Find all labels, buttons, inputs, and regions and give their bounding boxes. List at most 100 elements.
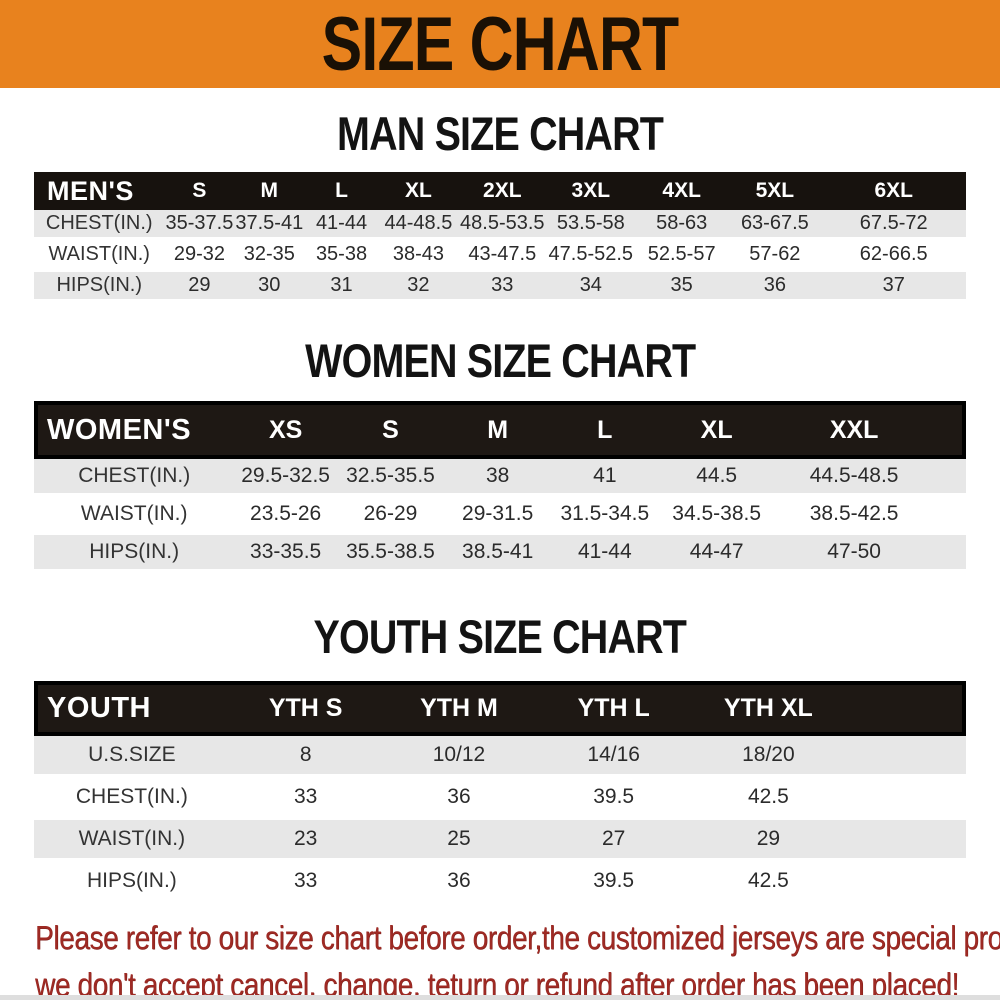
- size-value: 10/12: [381, 736, 537, 778]
- column-header: XXL: [774, 401, 934, 459]
- note-line-2-text: we don't accept cancel, change, teturn o…: [35, 966, 959, 1000]
- column-header: XL: [658, 401, 775, 459]
- table-row: CHEST(IN.) 35-37.5 37.5-41 41-44 44-48.5 48.5…: [34, 210, 966, 241]
- size-value: 58-63: [635, 210, 729, 241]
- size-value: 44-47: [658, 533, 775, 573]
- column-header: YTH XL: [691, 681, 846, 736]
- column-header: M: [234, 172, 305, 210]
- size-value: 8: [229, 736, 382, 778]
- column-header: L: [551, 401, 659, 459]
- row-label: WAIST(IN.): [34, 818, 230, 862]
- table-title: WOMEN'S: [34, 401, 235, 459]
- note-line-2: we don't accept cancel, change, teturn o…: [35, 965, 1000, 1000]
- table-title: MEN'S: [34, 172, 165, 210]
- women-section-heading: WOMEN SIZE CHART: [0, 337, 1000, 385]
- size-value: 29: [691, 818, 846, 862]
- note-line-1-text: Please refer to our size chart before or…: [35, 919, 1000, 956]
- row-label: HIPS(IN.): [34, 533, 235, 573]
- size-value: 47.5-52.5: [546, 239, 636, 272]
- column-header: 6XL: [821, 172, 966, 210]
- women-section-heading-text: WOMEN SIZE CHART: [304, 334, 696, 387]
- size-value: 41: [551, 459, 659, 497]
- size-value: 35-38: [304, 239, 379, 272]
- size-value: 44-48.5: [378, 210, 459, 241]
- filler-cell: [845, 776, 966, 820]
- size-value: 33: [229, 860, 382, 904]
- note-line-1: Please refer to our size chart before or…: [35, 918, 1000, 965]
- table-row: WAIST(IN.) 23 25 27 29: [34, 818, 966, 862]
- size-value: 39.5: [536, 860, 692, 904]
- size-value: 44.5: [658, 459, 775, 497]
- row-label: CHEST(IN.): [34, 459, 235, 497]
- size-value: 34.5-38.5: [658, 495, 775, 535]
- banner-title: SIZE CHART: [321, 2, 680, 87]
- column-header: S: [164, 172, 235, 210]
- table-row: HIPS(IN.) 29 30 31 32 33 34 35 36 37: [34, 270, 966, 303]
- size-value: 62-66.5: [821, 239, 966, 272]
- filler-cell: [845, 818, 966, 862]
- youth-section-heading-text: YOUTH SIZE CHART: [313, 610, 687, 663]
- column-header: 2XL: [458, 172, 547, 210]
- size-value: 33: [229, 776, 382, 820]
- filler-cell: [933, 495, 966, 535]
- size-value: 29-32: [164, 239, 235, 272]
- size-value: 33: [458, 270, 547, 303]
- size-value: 35.5-38.5: [336, 533, 445, 573]
- column-header: YTH L: [536, 681, 692, 736]
- man-section-heading-text: MAN SIZE CHART: [337, 107, 664, 160]
- row-label: U.S.SIZE: [34, 736, 230, 778]
- column-header: 4XL: [635, 172, 729, 210]
- table-row: WAIST(IN.) 29-32 32-35 35-38 38-43 43-47.5 47.…: [34, 239, 966, 272]
- size-value: 36: [728, 270, 822, 303]
- size-value: 31: [304, 270, 379, 303]
- size-value: 38.5-42.5: [774, 495, 934, 535]
- column-header: 3XL: [546, 172, 636, 210]
- women-size-table: WOMEN'S XS S M L XL XXL CHEST(IN.) 29.5-32.5 32.…: [34, 401, 966, 573]
- column-header: L: [304, 172, 379, 210]
- column-header: XS: [234, 401, 337, 459]
- size-value: 38.5-41: [444, 533, 552, 573]
- filler-cell: [933, 459, 966, 497]
- size-value: 42.5: [691, 776, 846, 820]
- size-value: 29-31.5: [444, 495, 552, 535]
- size-value: 23: [229, 818, 382, 862]
- size-value: 37.5-41: [234, 210, 305, 241]
- size-value: 63-67.5: [728, 210, 822, 241]
- column-header: 5XL: [728, 172, 822, 210]
- size-value: 36: [381, 860, 537, 904]
- youth-header-row: YOUTH YTH S YTH M YTH L YTH XL: [34, 681, 966, 736]
- table-row: U.S.SIZE 8 10/12 14/16 18/20: [34, 736, 966, 778]
- filler-header-cell: [845, 681, 966, 736]
- size-value: 32-35: [234, 239, 305, 272]
- size-value: 31.5-34.5: [551, 495, 659, 535]
- youth-section-heading: YOUTH SIZE CHART: [0, 613, 1000, 661]
- size-value: 42.5: [691, 860, 846, 904]
- table-row: HIPS(IN.) 33 36 39.5 42.5: [34, 860, 966, 904]
- column-header: S: [336, 401, 445, 459]
- row-label: CHEST(IN.): [34, 776, 230, 820]
- table-row: WAIST(IN.) 23.5-26 26-29 29-31.5 31.5-34.5 34…: [34, 495, 966, 535]
- column-header: XL: [378, 172, 459, 210]
- size-value: 34: [546, 270, 636, 303]
- size-value: 29: [164, 270, 235, 303]
- size-value: 44.5-48.5: [774, 459, 934, 497]
- filler-cell: [933, 533, 966, 573]
- size-value: 39.5: [536, 776, 692, 820]
- size-value: 35: [635, 270, 729, 303]
- size-value: 41-44: [551, 533, 659, 573]
- size-value: 23.5-26: [234, 495, 337, 535]
- column-header: M: [444, 401, 552, 459]
- size-value: 48.5-53.5: [458, 210, 547, 241]
- size-value: 32.5-35.5: [336, 459, 445, 497]
- order-note: Please refer to our size chart before or…: [35, 918, 1000, 1000]
- women-header-row: WOMEN'S XS S M L XL XXL: [34, 401, 966, 459]
- size-value: 38: [444, 459, 552, 497]
- size-value: 35-37.5: [164, 210, 235, 241]
- table-row: CHEST(IN.) 29.5-32.5 32.5-35.5 38 41 44.5 44.5…: [34, 459, 966, 497]
- size-value: 43-47.5: [458, 239, 547, 272]
- size-value: 27: [536, 818, 692, 862]
- table-row: HIPS(IN.) 33-35.5 35.5-38.5 38.5-41 41-44 44-…: [34, 533, 966, 573]
- size-value: 41-44: [304, 210, 379, 241]
- filler-cell: [845, 736, 966, 778]
